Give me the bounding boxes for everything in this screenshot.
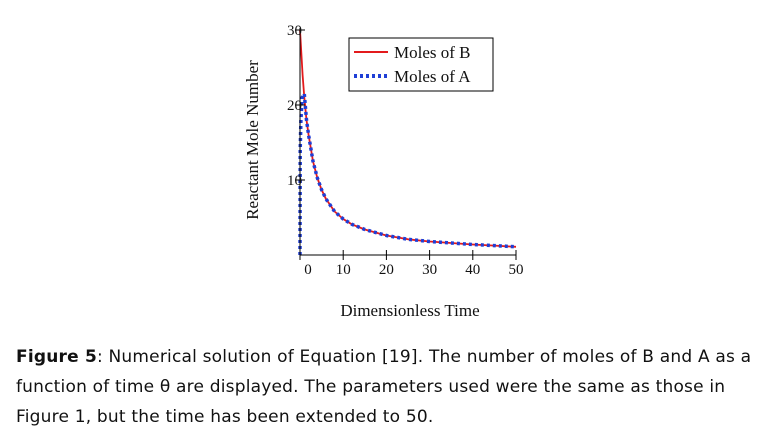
line-chart: 0 10 20 30 40 50 10 20 30 Reactant Mole Number D…: [243, 23, 524, 320]
axes: [299, 28, 516, 256]
x-tick-label-0: 0: [304, 262, 312, 278]
x-tick-label-4: 40: [465, 262, 480, 278]
x-tick-label-1: 10: [336, 262, 351, 278]
series-lines: [298, 29, 517, 256]
y-tick-label-2: 30: [287, 23, 302, 39]
x-tick-label-5: 50: [509, 262, 524, 278]
legend-box: [348, 37, 494, 92]
series-line-0: [299, 29, 517, 248]
x-axis-label: Dimensionless Time: [340, 301, 479, 320]
series-line-1: [298, 92, 517, 256]
x-tick-label-2: 20: [379, 262, 394, 278]
y-tick-label-1: 20: [287, 98, 302, 114]
legend: Moles of B Moles of A: [348, 37, 494, 92]
y-axis-label: Reactant Mole Number: [243, 60, 262, 220]
legend-label-a: Moles of A: [394, 67, 471, 86]
legend-label-b: Moles of B: [394, 43, 471, 62]
x-tick-label-3: 30: [422, 262, 437, 278]
tick-labels: 0 10 20 30 40 50 10 20 30: [287, 23, 524, 278]
caption-label: Figure 5: [16, 347, 97, 367]
caption-text: : Numerical solution of Equation [19]. T…: [16, 347, 752, 427]
y-tick-label-0: 10: [287, 173, 302, 189]
figure-caption: Figure 5: Numerical solution of Equation…: [16, 342, 766, 432]
chart-area: 0 10 20 30 40 50 10 20 30 Reactant Mole Number D…: [243, 23, 524, 320]
